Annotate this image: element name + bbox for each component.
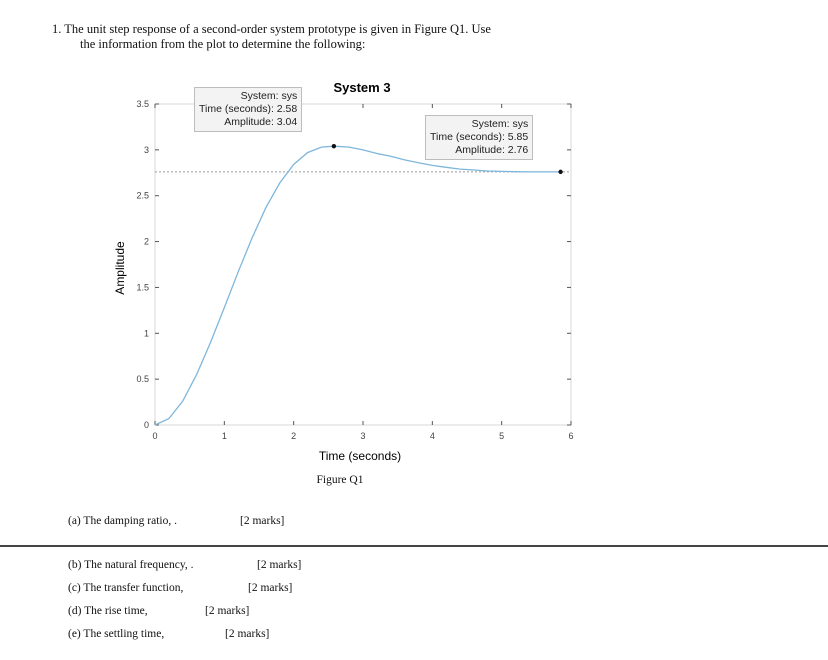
- datatip-peak: System: sys Time (seconds): 2.58 Amplitu…: [194, 87, 303, 132]
- y-tick-label: 0: [144, 420, 149, 430]
- x-axis-label: Time (seconds): [319, 449, 401, 463]
- datatip-marker: [558, 169, 563, 175]
- y-tick-label: 2.5: [136, 191, 149, 201]
- y-tick-label: 3: [144, 145, 149, 155]
- step-response-chart: 0 1 2 3 4 5 6 0 0.5 1 1.5 2 2.5 3 3.5 System 3 Time (…: [113, 80, 574, 463]
- x-tick-label: 4: [430, 431, 435, 441]
- question-line-2: the information from the plot to determi…: [80, 37, 366, 51]
- y-tick-label: 1: [144, 328, 149, 338]
- question-line-1: 1. The unit step response of a second-or…: [52, 22, 491, 36]
- part-e-label: (e) The settling time,: [68, 628, 165, 640]
- datatip-final-system: System: sys: [471, 118, 529, 130]
- y-axis-label: Amplitude: [113, 241, 127, 295]
- y-tick-label: 1.5: [136, 282, 149, 292]
- part-b-label: (b) The natural frequency, .: [68, 559, 194, 571]
- figure-caption: Figure Q1: [316, 474, 364, 486]
- datatip-final-time: Time (seconds): 5.85: [430, 131, 529, 143]
- y-tick-label: 0.5: [136, 374, 149, 384]
- step-response-line: [154, 145, 561, 426]
- x-tick-label: 5: [499, 431, 504, 441]
- x-tick-label: 3: [360, 431, 365, 441]
- part-e-marks: [2 marks]: [225, 628, 270, 640]
- y-tick-label: 2: [144, 237, 149, 247]
- datatip-final: System: sys Time (seconds): 5.85 Amplitu…: [425, 115, 534, 160]
- datatip-marker: [331, 143, 337, 149]
- y-tick-label: 3.5: [136, 99, 149, 109]
- datatip-markers: [331, 143, 563, 175]
- y-axis-ticks: 0 0.5 1 1.5 2 2.5 3 3.5: [136, 99, 571, 430]
- datatip-final-amplitude: Amplitude: 2.76: [455, 144, 529, 156]
- part-d-label: (d) The rise time,: [68, 605, 148, 617]
- question-text: 1. The unit step response of a second-or…: [52, 22, 612, 52]
- part-c-marks: [2 marks]: [248, 582, 293, 594]
- x-tick-label: 2: [291, 431, 296, 441]
- datatip-peak-time: Time (seconds): 2.58: [199, 103, 298, 115]
- chart-title: System 3: [333, 80, 390, 95]
- part-b-marks: [2 marks]: [257, 559, 302, 571]
- part-d-marks: [2 marks]: [205, 605, 250, 617]
- part-a-label: (a) The damping ratio, .: [68, 515, 178, 527]
- part-a-marks: [2 marks]: [240, 515, 285, 527]
- x-tick-label: 6: [568, 431, 573, 441]
- datatip-peak-amplitude: Amplitude: 3.04: [224, 116, 298, 128]
- x-tick-label: 0: [152, 431, 157, 441]
- part-c-label: (c) The transfer function,: [68, 582, 184, 594]
- divider-line: [0, 545, 828, 547]
- datatip-peak-system: System: sys: [240, 90, 298, 102]
- x-tick-label: 1: [222, 431, 227, 441]
